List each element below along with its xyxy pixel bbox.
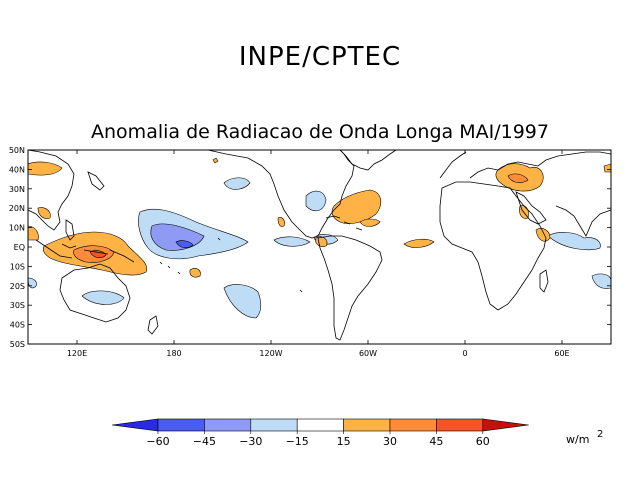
colorbar-tick-label: −30 [239, 435, 262, 448]
lon-label: 60E [554, 349, 569, 358]
lon-label: 0 [462, 349, 467, 358]
anomaly-positive-asia-east-edge [603, 163, 611, 173]
coast-japan [87, 171, 105, 191]
colorbar-segment [436, 418, 484, 432]
colorbar-segment [343, 418, 391, 432]
colorbar-arrow-high [482, 418, 529, 432]
coast-india [555, 205, 611, 237]
colorbar-tick-label: −15 [286, 435, 309, 448]
lon-label: 120E [67, 349, 87, 358]
anomaly-positive-small-pacific [189, 268, 201, 278]
org-title: INPE/CPTEC [238, 42, 402, 72]
lat-axis: 50N 40N 30N 20N 10N EQ 10S 20S 30S 40S 5… [9, 146, 611, 349]
anomaly-negative-south-atlantic [28, 277, 37, 289]
coast-east-asia [28, 150, 75, 231]
colorbar-segment [157, 418, 205, 432]
colorbar-tick-label: 45 [429, 435, 443, 448]
map-title: Anomalia de Radiacao de Onda Longa MAI/1… [91, 121, 549, 143]
anomaly-positive-south-china [37, 207, 51, 219]
colorbar-segment [250, 418, 298, 432]
anomaly-negative-indian-ocean [547, 232, 601, 251]
coastlines [28, 150, 611, 341]
coast-africa [439, 181, 547, 311]
colorbar: −60 −45 −30 −15 15 30 45 60 [111, 418, 529, 448]
coast-new-zealand [147, 315, 159, 335]
anomaly-negative-north-pacific [223, 177, 251, 190]
coast-north-america [207, 150, 355, 239]
coast-philippines [65, 219, 75, 241]
coast-indonesia [35, 239, 135, 263]
lat-label: 30S [10, 301, 25, 310]
colorbar-tick-label: 30 [383, 435, 397, 448]
lat-label: 40S [10, 321, 25, 330]
lon-label: 180 [166, 349, 181, 358]
colorbar-tick-label: 15 [337, 435, 351, 448]
lon-axis: 120E 180 120W 60W 0 60E [67, 150, 570, 358]
anomaly-positive-east-africa [535, 228, 551, 242]
coast-europe [439, 151, 611, 179]
anomaly-positive-west-indian [28, 225, 39, 241]
lat-label: 20N [9, 204, 25, 213]
colorbar-units-exponent: 2 [597, 429, 603, 440]
coast-south-america [317, 235, 383, 341]
anomaly-negative-central-america [305, 190, 327, 212]
lat-label: 30N [9, 185, 25, 194]
coast-madagascar [539, 269, 549, 293]
anomaly-positive-equatorial-atlantic [403, 238, 435, 248]
lat-label: 10S [10, 262, 25, 271]
coast-australia [59, 263, 131, 323]
coast-small-islands [159, 237, 303, 293]
anomaly-negative-south-pacific [223, 284, 262, 319]
colorbar-segment [204, 418, 252, 432]
anomaly-positive-hawaii-dot [212, 157, 219, 164]
colorbar-segment [389, 418, 437, 432]
anomaly-positive-maritime-max [89, 250, 107, 258]
anomaly-negative-southeast-africa [591, 273, 611, 289]
colorbar-segment [296, 418, 344, 432]
anomaly-positive-middle-east-core [507, 173, 529, 183]
lat-label: 50N [9, 146, 25, 155]
anomaly-negative-pacific-max [175, 240, 194, 248]
colorbar-arrow-low [111, 418, 159, 432]
coast-caribbean-islands [325, 215, 363, 231]
lat-label: EQ [14, 243, 25, 252]
lat-label: 20S [10, 282, 25, 291]
lat-label: 10N [9, 224, 25, 233]
lat-label: 50S [10, 340, 25, 349]
coast-arabia [515, 191, 547, 225]
colorbar-tick-label: −45 [193, 435, 216, 448]
anomaly-positive-caribbean [331, 189, 382, 224]
lon-label: 120W [259, 349, 282, 358]
lon-label: 60W [359, 349, 377, 358]
anomaly-positive-mexico [277, 217, 285, 227]
colorbar-tick-label: 60 [476, 435, 490, 448]
colorbar-units: w/m [566, 433, 589, 446]
anomaly-negative-eastern-pacific [273, 236, 311, 247]
colorbar-tick-label: −60 [146, 435, 169, 448]
anomaly-positive-atlantic-spot [359, 218, 381, 227]
lat-label: 40N [9, 165, 25, 174]
coast-greenland [339, 150, 397, 171]
anomaly-positive-east-asia [28, 161, 63, 176]
anomaly-negative-australia [81, 290, 125, 305]
